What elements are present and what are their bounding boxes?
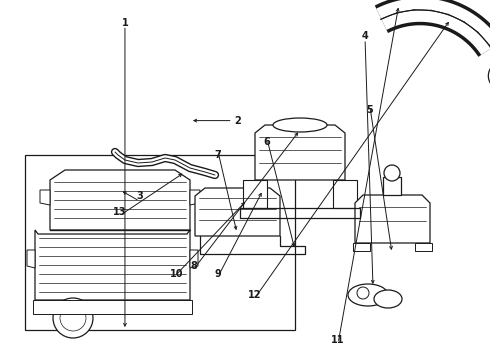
Polygon shape [190,190,200,205]
Bar [25,155,295,330]
Text: 8: 8 [190,261,197,271]
Text: 9: 9 [215,269,221,279]
Text: 4: 4 [362,31,368,41]
Ellipse shape [273,118,327,132]
Circle shape [357,287,369,299]
Circle shape [53,298,93,338]
Text: 5: 5 [367,105,373,115]
Polygon shape [255,125,345,180]
Circle shape [384,165,400,181]
Polygon shape [35,230,190,300]
Text: 11: 11 [331,335,345,345]
Polygon shape [333,180,357,208]
Text: 3: 3 [136,191,143,201]
Polygon shape [415,243,432,251]
Polygon shape [50,170,190,230]
Polygon shape [195,188,280,236]
Text: 10: 10 [170,269,183,279]
Circle shape [489,62,490,90]
Text: 12: 12 [248,290,262,300]
Ellipse shape [374,290,402,308]
Polygon shape [33,300,192,314]
Polygon shape [27,250,35,268]
Polygon shape [40,190,50,205]
Polygon shape [243,180,267,208]
Text: 7: 7 [215,150,221,160]
Circle shape [60,305,86,331]
Text: 13: 13 [113,207,127,217]
Bar [383,177,401,195]
Text: 2: 2 [234,116,241,126]
Polygon shape [190,250,198,268]
Ellipse shape [348,284,388,306]
Text: 1: 1 [122,18,128,28]
Text: 6: 6 [264,137,270,147]
Polygon shape [353,243,370,251]
Polygon shape [355,195,430,243]
